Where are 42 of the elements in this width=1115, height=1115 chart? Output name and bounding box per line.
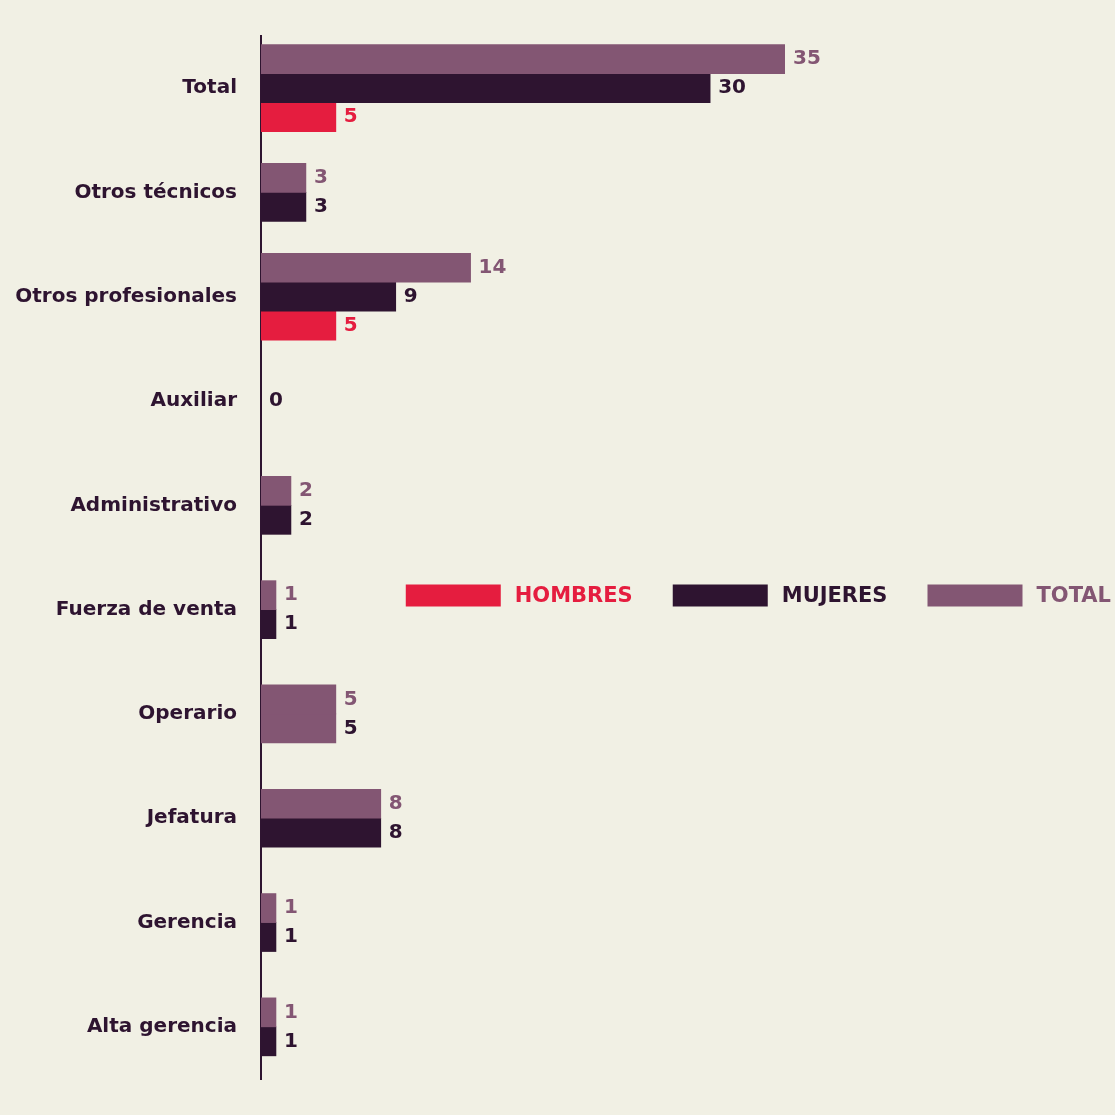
data-label: 14 <box>478 253 507 278</box>
data-label: 1 <box>283 610 298 635</box>
data-label: 1 <box>283 923 298 948</box>
data-label: 1 <box>283 581 298 606</box>
bar <box>261 580 277 610</box>
legend-label: HOMBRES <box>514 582 633 607</box>
data-label: 3 <box>313 193 328 218</box>
data-label: 3 <box>313 164 328 189</box>
data-label: 1 <box>283 1027 298 1052</box>
data-label: 1 <box>283 998 298 1023</box>
y-tick-label: Operario <box>138 700 237 725</box>
bar <box>261 102 337 132</box>
bar <box>261 788 382 819</box>
y-tick-label: Otros profesionales <box>15 282 237 307</box>
y-tick-label: Otros técnicos <box>74 178 237 203</box>
bar <box>261 310 337 341</box>
data-label: 0 <box>269 387 283 412</box>
data-label: 1 <box>283 894 298 919</box>
bar <box>261 893 277 923</box>
legend-label: MUJERES <box>781 582 888 607</box>
data-label: 8 <box>388 789 403 814</box>
y-tick-label: Alta gerencia <box>86 1013 237 1038</box>
data-label: 5 <box>343 103 358 128</box>
data-label: 5 <box>343 311 358 336</box>
data-label: 2 <box>298 477 313 502</box>
data-label: 5 <box>343 685 358 710</box>
bar <box>261 997 277 1028</box>
data-label: 35 <box>793 45 821 70</box>
data-label: 2 <box>298 506 313 531</box>
data-label: 9 <box>403 282 418 307</box>
y-tick-label: Administrativo <box>70 491 237 516</box>
legend-label: TOTAL <box>1036 582 1112 607</box>
bar <box>261 163 307 193</box>
y-tick-label: Gerencia <box>137 908 237 933</box>
data-label: 8 <box>388 818 403 843</box>
bar <box>261 476 292 506</box>
data-label: 5 <box>343 714 358 739</box>
y-tick-label: Jefatura <box>144 804 237 829</box>
y-tick-label: Auxiliar <box>150 387 238 412</box>
y-tick-label: Total <box>182 74 237 99</box>
y-tick-label: Fuerza de venta <box>55 595 237 620</box>
data-label: 30 <box>718 74 746 99</box>
